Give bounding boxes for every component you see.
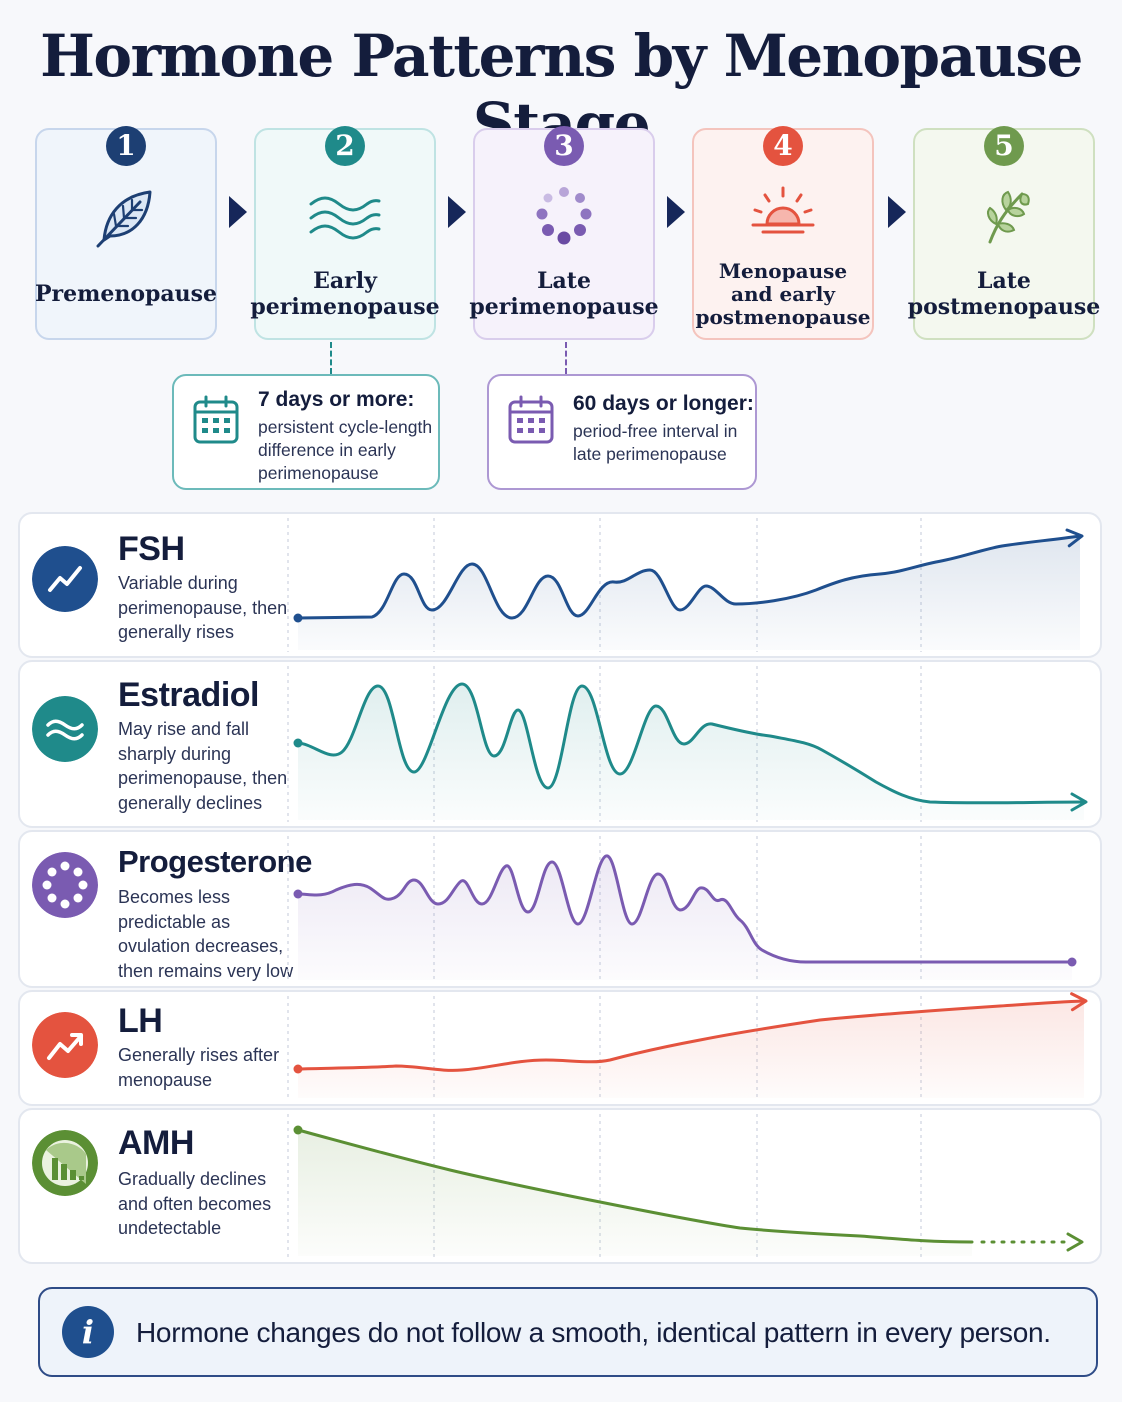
info-callout-text: Hormone changes do not follow a smooth, … — [136, 1317, 1051, 1348]
sunset-icon — [751, 186, 815, 234]
cycle-length-note: 7 days or more: persistent cycle-length … — [172, 374, 440, 490]
page-title: Hormone Patterns by Menopause Stage — [40, 22, 1083, 158]
stage-card-late-perimenopause: 3 Late perimenopause — [469, 126, 659, 340]
stage-card-premenopause: 1 Premenopause — [34, 126, 218, 340]
note-connector — [565, 342, 567, 374]
trend-up-icon — [32, 1012, 98, 1078]
hormone-name: Progesterone — [118, 844, 312, 879]
stage-number-badge: 3 — [544, 126, 584, 166]
declining-bars-icon — [32, 1130, 98, 1196]
note-heading: 60 days or longer: — [573, 392, 754, 415]
hormone-row-lh: LH Generally rises after menopause — [18, 990, 1102, 1106]
hormone-row-estradiol: Estradiol May rise and fall sharply duri… — [18, 660, 1102, 828]
leaf-icon — [96, 190, 152, 248]
dots-circle-icon — [32, 852, 98, 918]
stage-label: Late perimenopause — [469, 268, 659, 320]
note-body: period-free interval in late perimenopau… — [573, 421, 738, 464]
waves-icon — [309, 196, 381, 240]
note-body: persistent cycle-length difference in ea… — [258, 417, 433, 483]
calendar-icon — [193, 395, 239, 444]
hormone-row-fsh: FSH Variable during perimenopause, then … — [18, 512, 1102, 658]
stage-label: Menopause and early postmenopause — [695, 258, 871, 329]
period-free-note: 60 days or longer: period-free interval … — [487, 374, 757, 490]
stage-arrow-icon — [888, 196, 906, 228]
hormone-name: FSH — [118, 530, 185, 568]
trend-up-icon — [32, 546, 98, 612]
stage-label: Premenopause — [34, 281, 218, 307]
sprout-icon — [987, 190, 1030, 244]
hormone-description: Variable during perimenopause, then gene… — [118, 573, 288, 642]
calendar-icon — [508, 395, 554, 444]
dots-circle-icon — [536, 187, 592, 245]
stage-arrow-icon — [448, 196, 466, 228]
stage-number-badge: 1 — [106, 126, 146, 166]
stage-card-early-perimenopause: 2 Early perimenopause — [250, 126, 440, 340]
hormone-description: Generally rises after menopause — [118, 1045, 280, 1090]
hormone-name: Estradiol — [118, 676, 259, 714]
waves-icon — [32, 696, 98, 762]
stage-label: Late postmenopause — [907, 268, 1101, 320]
hormone-name: LH — [118, 1002, 163, 1040]
hormone-name: AMH — [118, 1124, 194, 1162]
stage-number-badge: 5 — [984, 126, 1024, 166]
hormone-row-progesterone: Progesterone Becomes less predictable as… — [18, 830, 1102, 988]
stage-number-badge: 2 — [325, 126, 365, 166]
stage-number-badge: 4 — [763, 126, 803, 166]
info-callout: i Hormone changes do not follow a smooth… — [38, 1287, 1098, 1377]
stage-label: Early perimenopause — [250, 268, 440, 320]
info-icon: i — [62, 1306, 114, 1358]
hormone-description: Gradually declines and often becomes und… — [118, 1169, 272, 1238]
stage-card-late-postmenopause: 5 Late postmenopause — [907, 126, 1101, 340]
note-heading: 7 days or more: — [258, 388, 415, 411]
stage-arrow-icon — [667, 196, 685, 228]
hormone-description: Becomes less predictable as ovulation de… — [118, 887, 294, 981]
note-connector — [330, 342, 332, 374]
stage-card-menopause-early-postmenopause: 4 Menopause and early postmenopause — [692, 126, 874, 340]
hormone-description: May rise and fall sharply during perimen… — [118, 719, 288, 813]
stage-arrow-icon — [229, 196, 247, 228]
hormone-row-amh: AMH Gradually declines and often becomes… — [18, 1108, 1102, 1264]
